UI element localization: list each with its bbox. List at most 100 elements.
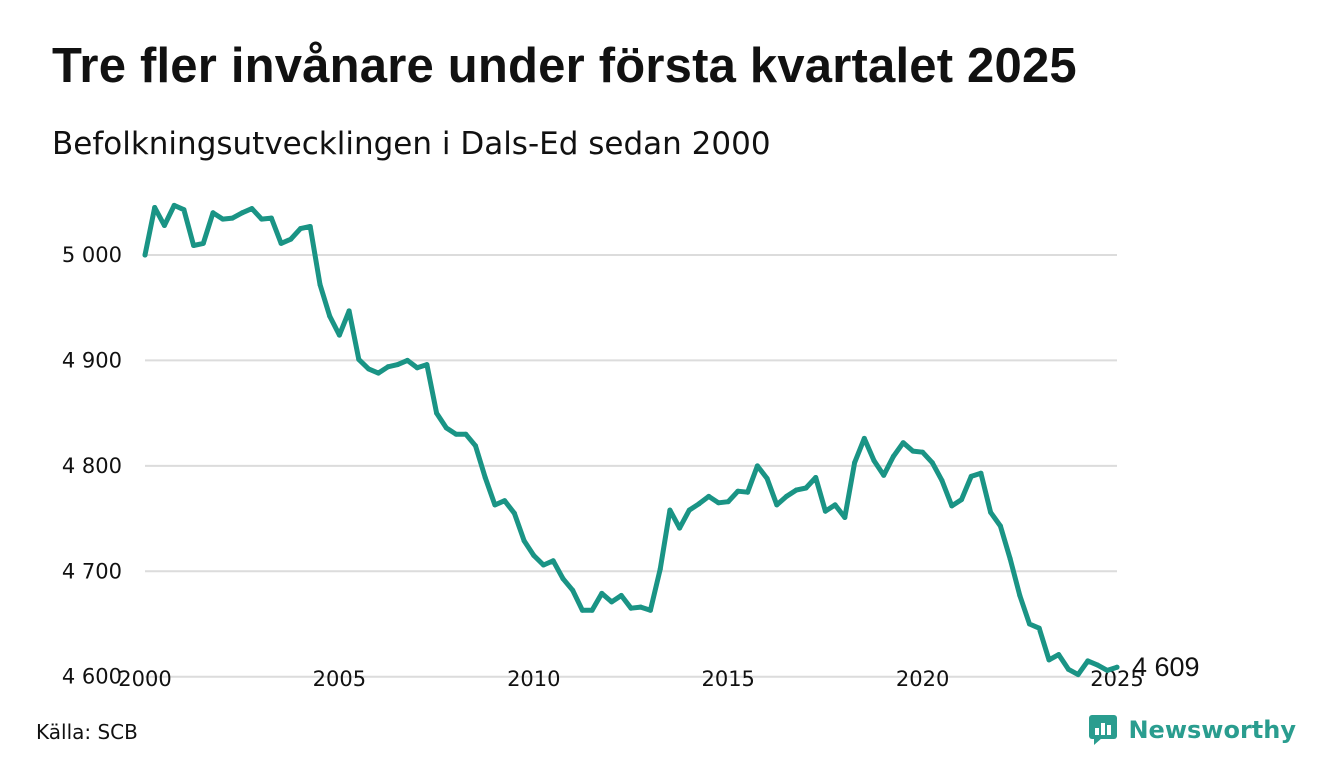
data-point [822,508,828,514]
data-point [774,502,780,508]
data-point [1085,658,1091,664]
data-point [667,507,673,513]
data-point [424,362,430,368]
data-point [1065,666,1071,672]
data-point [589,607,595,613]
y-tick-label: 4 900 [62,348,122,372]
data-point [268,215,274,221]
data-point [492,502,498,508]
data-point [414,365,420,371]
data-point [1007,556,1013,562]
data-point [813,475,819,480]
data-point [191,243,197,248]
data-point [404,357,410,363]
data-point [618,593,624,598]
data-point [706,493,712,499]
data-point [647,607,653,613]
data-point [541,562,546,568]
chart-subtitle: Befolkningsutvecklingen i Dals-Ed sedan … [52,126,771,162]
data-point [852,460,858,466]
data-point [716,500,721,506]
data-point [249,206,255,212]
data-point [735,488,741,494]
data-point [336,332,342,338]
data-point [725,499,731,505]
data-point [1027,621,1032,627]
x-tick-label: 2000 [118,667,171,691]
data-point [278,240,284,246]
x-tick-label: 2010 [507,667,560,691]
data-point [200,240,206,246]
data-point [677,525,683,531]
data-point [443,425,449,431]
data-point [939,478,945,484]
data-point [161,223,167,228]
data-point [745,489,751,495]
data-point [890,453,896,459]
y-tick-label: 4 700 [62,559,122,583]
newsworthy-icon [1089,715,1118,745]
data-point [988,509,994,515]
data-point [978,470,984,476]
data-point [220,216,226,222]
chart-title: Tre fler invånare under första kvartalet… [52,39,1077,93]
data-point [657,566,663,572]
brand-name: Newsworthy [1128,716,1296,744]
data-point [259,216,265,222]
data-point [317,282,323,287]
data-point [511,510,517,516]
data-point [366,366,372,372]
data-point [502,498,508,504]
source-note: Källa: SCB [36,720,138,744]
end-label-layer: 4 609 [1132,652,1200,682]
data-point [1056,652,1062,658]
data-point [784,493,789,499]
data-point [803,485,809,491]
y-tick-label: 4 600 [62,665,122,689]
data-point [968,473,974,479]
series-line-0 [142,202,1120,678]
data-point [871,458,877,464]
data-point [521,538,527,544]
data-point [861,435,867,441]
data-point [531,553,537,558]
data-point [754,463,760,469]
data-point [900,440,906,446]
data-point [1017,593,1023,598]
data-point [171,202,177,208]
data-point [142,252,148,258]
data-point [920,449,926,455]
data-point [482,475,488,480]
data-point [356,356,362,362]
data-point [375,370,381,376]
data-point [686,507,692,513]
data-point [929,460,935,466]
x-tick-label: 2025 [1090,667,1143,691]
x-tick-label: 2015 [701,667,754,691]
data-point [579,607,585,613]
data-point [696,501,702,507]
data-point [298,226,303,232]
data-point [395,362,401,368]
data-point [385,364,391,370]
data-point [1114,664,1120,670]
data-point [599,590,605,596]
data-point [638,604,644,610]
data-point [1104,667,1110,673]
data-point [230,215,235,221]
data-point [288,236,294,242]
data-point [181,207,187,213]
data-point [570,587,576,593]
brand-logo: Newsworthy [1088,714,1296,746]
data-point [764,476,770,481]
data-point [473,443,478,449]
x-tick-label: 2020 [896,667,949,691]
data-point [434,410,440,416]
data-point [997,523,1003,529]
data-point [959,497,964,503]
data-point [307,224,313,229]
data-point [346,308,352,314]
y-axis-ticks: 4 600 4 700 4 800 4 900 5 000 [62,243,122,689]
data-point [842,515,848,520]
